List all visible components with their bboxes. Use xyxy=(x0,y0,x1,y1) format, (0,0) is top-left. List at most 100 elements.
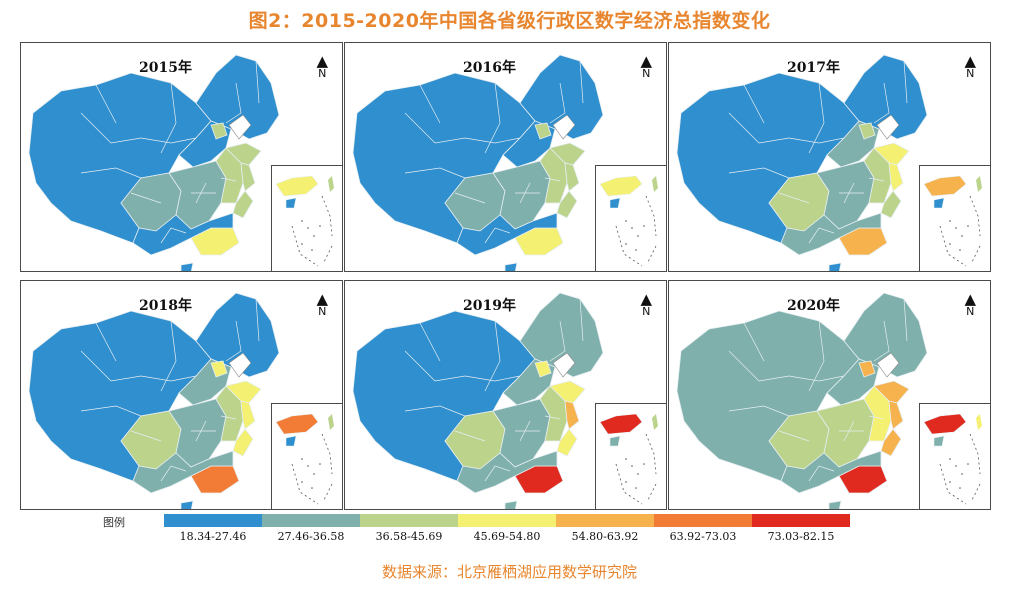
province-border xyxy=(225,320,242,362)
region-central xyxy=(492,398,551,468)
province-border xyxy=(788,137,845,144)
legend-title: 图例 xyxy=(103,516,125,529)
province-border xyxy=(579,60,584,104)
region-zhejiang xyxy=(556,428,578,457)
island-dot xyxy=(625,481,627,483)
north-arrow-icon: ▲ N xyxy=(640,52,652,80)
province-border xyxy=(404,167,466,179)
province-border xyxy=(95,84,117,124)
province-border xyxy=(728,167,790,179)
north-label: N xyxy=(642,67,651,80)
map-panel: 2015年 ▲ N xyxy=(20,42,343,272)
island-dot xyxy=(631,465,633,467)
region-jiangsu xyxy=(240,400,256,430)
north-label: N xyxy=(966,67,975,80)
province-border xyxy=(843,182,855,204)
legend-swatch xyxy=(262,514,360,527)
inset-taiwan xyxy=(652,414,658,430)
map-grid: 2015年 ▲ N 2016年 ▲ N 2017年 ▲ N 2018年 ▲ N 2019年 ▲ N 2020年… xyxy=(20,42,992,510)
bohai-sea xyxy=(552,114,576,140)
province-border xyxy=(743,322,765,362)
map-panel: 2019年 ▲ N xyxy=(344,280,667,510)
region-south xyxy=(132,450,234,494)
legend-swatch xyxy=(164,514,262,527)
island-dot xyxy=(301,220,303,222)
island-dot xyxy=(635,487,637,489)
region-shandong xyxy=(225,142,262,166)
inset-guangdong xyxy=(275,413,319,435)
nine-dash-line xyxy=(939,433,981,505)
province-border xyxy=(160,227,187,244)
year-label: 2015年 xyxy=(139,60,192,76)
island-dot xyxy=(949,243,951,245)
region-central xyxy=(816,160,875,230)
region-hainan xyxy=(180,500,194,509)
province-border xyxy=(419,84,441,124)
island-dot xyxy=(311,249,313,251)
region-shandong xyxy=(225,380,262,404)
inset-guangdong xyxy=(275,175,319,197)
legend: 图例 18.34-27.46 27.46-36.58 36.58-45.69 45.6… xyxy=(0,512,1019,552)
inset-taiwan xyxy=(976,414,982,430)
region-jiangsu xyxy=(240,162,256,192)
province-border xyxy=(808,227,835,244)
legend-swatch xyxy=(654,514,752,527)
region-jiangsu xyxy=(564,162,580,192)
province-border xyxy=(80,405,142,417)
island-dot xyxy=(961,473,963,475)
province-border xyxy=(778,192,810,204)
inset-hainan xyxy=(933,197,945,209)
south-china-sea-inset xyxy=(919,165,990,271)
region-zhejiang xyxy=(232,428,254,457)
china-map xyxy=(28,292,280,509)
province-border xyxy=(728,405,790,417)
island-dot xyxy=(961,235,963,237)
year-label: 2020年 xyxy=(787,298,840,314)
island-dot xyxy=(949,220,951,222)
island-dot xyxy=(959,487,961,489)
province-border xyxy=(255,298,260,342)
region-beijing xyxy=(210,122,228,140)
legend-swatch xyxy=(752,514,850,527)
data-source: 数据来源：北京雁栖湖应用数学研究院 xyxy=(381,563,637,581)
province-border xyxy=(130,192,162,204)
province-border xyxy=(220,177,237,182)
inset-hainan xyxy=(609,435,621,447)
island-dot xyxy=(643,463,645,465)
province-border xyxy=(808,320,825,392)
legend-label: 18.34-27.46 xyxy=(179,530,247,543)
bohai-sea xyxy=(876,114,900,140)
region-beijing xyxy=(858,360,876,378)
nine-dash-line xyxy=(939,195,981,267)
region-shandong xyxy=(549,380,586,404)
island-dot xyxy=(625,220,627,222)
region-jiangsu xyxy=(888,162,904,192)
province-border xyxy=(160,465,187,482)
province-border xyxy=(225,82,242,124)
province-border xyxy=(80,112,142,144)
nine-dash-line xyxy=(615,195,657,267)
inset-guangdong xyxy=(923,413,967,435)
province-border xyxy=(868,415,885,420)
region-central xyxy=(816,398,875,468)
north-label: N xyxy=(318,305,327,318)
province-border xyxy=(728,112,790,144)
province-border xyxy=(873,82,890,124)
inset-guangdong xyxy=(923,175,967,197)
inset-hainan xyxy=(285,435,297,447)
province-border xyxy=(903,60,908,104)
province-border xyxy=(788,375,845,382)
china-map xyxy=(676,54,928,271)
south-china-sea-inset xyxy=(595,165,666,271)
legend-swatch xyxy=(458,514,556,527)
map-panel: 2017年 ▲ N xyxy=(668,42,991,272)
bohai-sea xyxy=(876,352,900,378)
island-dot xyxy=(949,481,951,483)
province-border xyxy=(743,84,765,124)
legend-label: 54.80-63.92 xyxy=(571,530,639,543)
region-central xyxy=(168,398,227,468)
province-border xyxy=(160,320,177,392)
province-border xyxy=(484,227,511,244)
region-shandong xyxy=(549,142,586,166)
province-border xyxy=(404,405,466,417)
